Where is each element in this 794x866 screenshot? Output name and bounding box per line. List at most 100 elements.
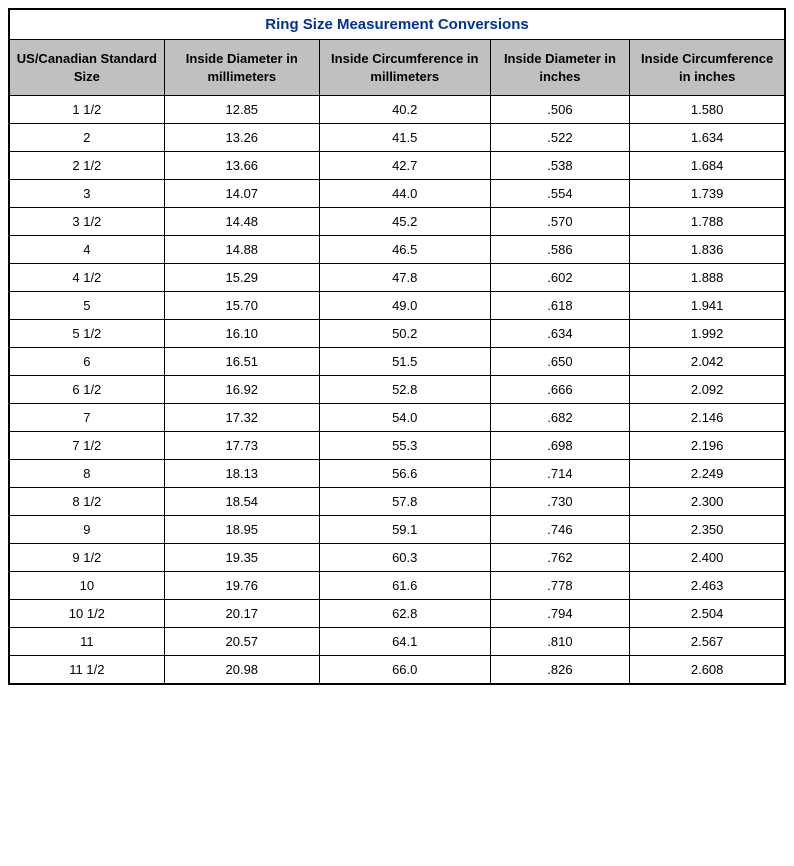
table-cell: .538 bbox=[490, 152, 630, 180]
table-cell: 3 bbox=[9, 180, 164, 208]
table-cell: .618 bbox=[490, 292, 630, 320]
col-header-size: US/Canadian Standard Size bbox=[9, 40, 164, 96]
table-cell: 44.0 bbox=[319, 180, 490, 208]
table-cell: 2.400 bbox=[630, 544, 785, 572]
table-cell: 3 1/2 bbox=[9, 208, 164, 236]
table-cell: 2 bbox=[9, 124, 164, 152]
table-cell: 54.0 bbox=[319, 404, 490, 432]
table-cell: 4 1/2 bbox=[9, 264, 164, 292]
table-row: 616.5151.5.6502.042 bbox=[9, 348, 785, 376]
table-cell: 6 bbox=[9, 348, 164, 376]
table-cell: 18.13 bbox=[164, 460, 319, 488]
table-cell: .570 bbox=[490, 208, 630, 236]
table-cell: 1.580 bbox=[630, 96, 785, 124]
table-cell: 40.2 bbox=[319, 96, 490, 124]
table-cell: 1.836 bbox=[630, 236, 785, 264]
col-header-circ-in: Inside Circumference in inches bbox=[630, 40, 785, 96]
table-cell: 18.54 bbox=[164, 488, 319, 516]
table-cell: 2.300 bbox=[630, 488, 785, 516]
table-cell: 46.5 bbox=[319, 236, 490, 264]
table-row: 10 1/220.1762.8.7942.504 bbox=[9, 600, 785, 628]
table-cell: 19.76 bbox=[164, 572, 319, 600]
table-cell: 1.788 bbox=[630, 208, 785, 236]
table-cell: 20.57 bbox=[164, 628, 319, 656]
table-cell: 16.51 bbox=[164, 348, 319, 376]
table-cell: .650 bbox=[490, 348, 630, 376]
table-cell: 61.6 bbox=[319, 572, 490, 600]
table-cell: 2.463 bbox=[630, 572, 785, 600]
table-cell: 20.17 bbox=[164, 600, 319, 628]
table-cell: 14.07 bbox=[164, 180, 319, 208]
table-cell: 2.249 bbox=[630, 460, 785, 488]
table-cell: 9 bbox=[9, 516, 164, 544]
table-cell: 52.8 bbox=[319, 376, 490, 404]
table-cell: 1 1/2 bbox=[9, 96, 164, 124]
table-row: 414.8846.5.5861.836 bbox=[9, 236, 785, 264]
title-row: Ring Size Measurement Conversions bbox=[9, 9, 785, 40]
table-cell: 56.6 bbox=[319, 460, 490, 488]
table-cell: 15.70 bbox=[164, 292, 319, 320]
table-row: 1 1/212.8540.2.5061.580 bbox=[9, 96, 785, 124]
ring-size-table: Ring Size Measurement Conversions US/Can… bbox=[8, 8, 786, 685]
table-cell: .810 bbox=[490, 628, 630, 656]
table-cell: .506 bbox=[490, 96, 630, 124]
table-cell: 1.634 bbox=[630, 124, 785, 152]
table-cell: .730 bbox=[490, 488, 630, 516]
table-row: 1019.7661.6.7782.463 bbox=[9, 572, 785, 600]
col-header-diam-in: Inside Diameter in inches bbox=[490, 40, 630, 96]
table-row: 213.2641.5.5221.634 bbox=[9, 124, 785, 152]
table-cell: 9 1/2 bbox=[9, 544, 164, 572]
table-cell: 49.0 bbox=[319, 292, 490, 320]
table-cell: .586 bbox=[490, 236, 630, 264]
table-cell: 2.146 bbox=[630, 404, 785, 432]
table-cell: 11 1/2 bbox=[9, 656, 164, 685]
table-row: 4 1/215.2947.8.6021.888 bbox=[9, 264, 785, 292]
table-cell: 20.98 bbox=[164, 656, 319, 685]
table-cell: 45.2 bbox=[319, 208, 490, 236]
table-cell: .746 bbox=[490, 516, 630, 544]
table-row: 314.0744.0.5541.739 bbox=[9, 180, 785, 208]
table-cell: .778 bbox=[490, 572, 630, 600]
table-cell: .762 bbox=[490, 544, 630, 572]
table-cell: 64.1 bbox=[319, 628, 490, 656]
table-cell: 19.35 bbox=[164, 544, 319, 572]
table-cell: 42.7 bbox=[319, 152, 490, 180]
table-cell: 51.5 bbox=[319, 348, 490, 376]
table-cell: 11 bbox=[9, 628, 164, 656]
table-cell: 2.608 bbox=[630, 656, 785, 685]
table-cell: .682 bbox=[490, 404, 630, 432]
table-cell: 7 bbox=[9, 404, 164, 432]
table-row: 8 1/218.5457.8.7302.300 bbox=[9, 488, 785, 516]
table-cell: 55.3 bbox=[319, 432, 490, 460]
table-cell: 18.95 bbox=[164, 516, 319, 544]
table-cell: 62.8 bbox=[319, 600, 490, 628]
table-row: 818.1356.6.7142.249 bbox=[9, 460, 785, 488]
table-cell: 14.88 bbox=[164, 236, 319, 264]
table-cell: 1.684 bbox=[630, 152, 785, 180]
table-cell: .602 bbox=[490, 264, 630, 292]
table-cell: .794 bbox=[490, 600, 630, 628]
table-cell: 1.888 bbox=[630, 264, 785, 292]
table-cell: 2.567 bbox=[630, 628, 785, 656]
table-row: 918.9559.1.7462.350 bbox=[9, 516, 785, 544]
table-cell: 66.0 bbox=[319, 656, 490, 685]
table-cell: 2.350 bbox=[630, 516, 785, 544]
table-cell: 17.73 bbox=[164, 432, 319, 460]
table-cell: 2.504 bbox=[630, 600, 785, 628]
table-cell: 50.2 bbox=[319, 320, 490, 348]
table-row: 515.7049.0.6181.941 bbox=[9, 292, 785, 320]
table-cell: 1.992 bbox=[630, 320, 785, 348]
table-cell: 13.66 bbox=[164, 152, 319, 180]
table-cell: 8 1/2 bbox=[9, 488, 164, 516]
table-row: 5 1/216.1050.2.6341.992 bbox=[9, 320, 785, 348]
table-cell: .554 bbox=[490, 180, 630, 208]
table-row: 2 1/213.6642.7.5381.684 bbox=[9, 152, 785, 180]
table-cell: 8 bbox=[9, 460, 164, 488]
table-cell: 16.10 bbox=[164, 320, 319, 348]
table-cell: 17.32 bbox=[164, 404, 319, 432]
table-cell: 5 bbox=[9, 292, 164, 320]
col-header-diam-mm: Inside Diameter in millimeters bbox=[164, 40, 319, 96]
table-cell: 15.29 bbox=[164, 264, 319, 292]
table-row: 6 1/216.9252.8.6662.092 bbox=[9, 376, 785, 404]
table-cell: 6 1/2 bbox=[9, 376, 164, 404]
